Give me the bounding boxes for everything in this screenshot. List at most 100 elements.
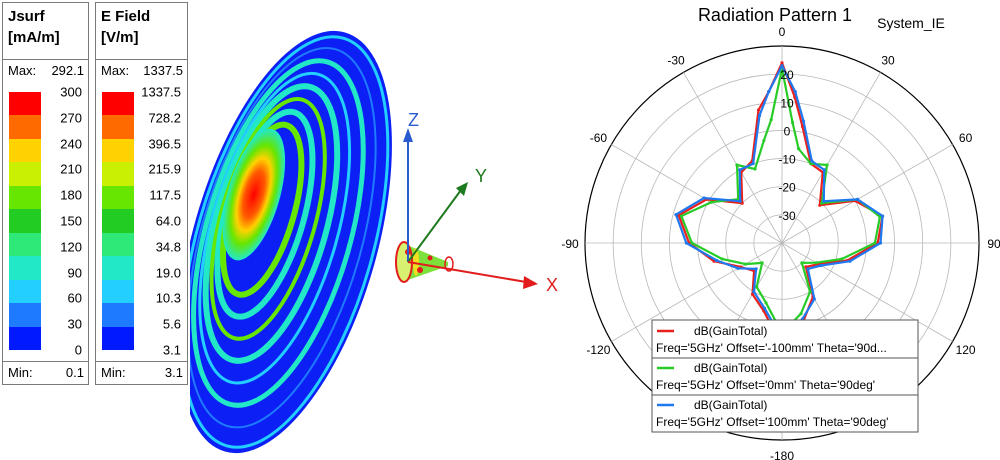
pattern-point	[873, 241, 877, 245]
polar-angle-label: -180	[770, 449, 794, 460]
pattern-point	[848, 259, 852, 263]
pattern-point	[738, 199, 742, 203]
feed-horn	[395, 241, 454, 283]
current-ring	[202, 83, 341, 364]
current-ring	[198, 71, 352, 385]
polar-angle-label: 120	[956, 343, 976, 357]
pattern-point	[810, 159, 814, 163]
color-swatch	[9, 303, 41, 327]
legend-series-name: dB(GainTotal)	[694, 398, 767, 412]
x-axis	[407, 261, 527, 283]
chart-legend: dB(GainTotal) Freq='5GHz' Offset='-100mm'…	[651, 319, 919, 433]
pattern-point	[800, 124, 805, 129]
polar-radial-label: -10	[778, 153, 796, 167]
scale-tick-label: 150	[60, 213, 82, 229]
polar-grid-spoke	[781, 144, 953, 244]
scale-tick-label: 34.8	[155, 239, 181, 255]
polar-angle-label: 0	[779, 25, 786, 39]
pattern-point	[755, 285, 759, 289]
polar-angle-label: 90	[987, 237, 1000, 251]
pattern-point	[753, 167, 757, 171]
pattern-point	[793, 90, 797, 94]
jsurf-title-line2: [mA/m]	[8, 29, 60, 46]
pattern-point	[780, 61, 784, 65]
pattern-point	[690, 241, 694, 245]
pattern-point	[735, 163, 739, 167]
efield-legend: E Field [V/m] Max: 1337.5 1337.5 728.2 396…	[95, 2, 188, 385]
efield-title-line2: [V/m]	[101, 29, 139, 46]
efield-title-line1: E Field	[101, 8, 151, 25]
scale-tick-label: 19.0	[155, 265, 181, 281]
pattern-point	[702, 196, 706, 200]
scale-tick-label: 3.1	[162, 342, 181, 358]
scale-tick-label: 396.5	[148, 136, 181, 152]
legend-series-label: Freq='5GHz' Offset='100mm' Theta='90deg'	[656, 415, 888, 429]
scale-tick-label: 60	[67, 290, 82, 306]
pattern-point	[709, 200, 713, 204]
polar-radial-label: -30	[778, 209, 796, 223]
polar-angle-label: 30	[881, 53, 895, 67]
scale-tick-label: 30	[67, 316, 82, 332]
efield-legend-title: E Field [V/m]	[96, 3, 187, 48]
chart-title: Radiation Pattern 1	[698, 5, 852, 25]
color-swatch	[9, 232, 41, 257]
color-swatch	[9, 326, 41, 350]
scale-tick-label: 210	[60, 161, 82, 177]
field-3d-view[interactable]: Z Y X	[190, 0, 580, 460]
pattern-point	[743, 262, 748, 266]
pattern-point	[720, 257, 724, 261]
pattern-point	[764, 301, 768, 305]
pattern-point	[797, 147, 801, 151]
legend-series-label: Freq='5GHz' Offset='-100mm' Theta='90d..…	[656, 341, 887, 355]
polar-radial-label: -20	[778, 181, 796, 195]
polar-angle-label: -90	[561, 237, 579, 251]
color-swatch	[102, 326, 134, 350]
scale-tick-label: 120	[60, 239, 82, 255]
legend-box	[651, 319, 919, 433]
pattern-point	[790, 120, 795, 125]
pattern-point	[762, 306, 767, 310]
jsurf-title-line1: Jsurf	[8, 8, 45, 25]
polar-angle-label: -60	[590, 131, 608, 145]
radiation-pattern-chart[interactable]: Radiation Pattern 1 System_IE 0 -30 -60 -90…	[560, 0, 1000, 460]
polar-radial-label: 20	[780, 68, 794, 82]
pattern-point	[754, 267, 758, 271]
pattern-point	[819, 263, 823, 268]
jsurf-legend: Jsurf [mA/m] Max: 292.1 300 270 240 210 180 1…	[2, 2, 89, 385]
efield-max-label: Max:	[101, 63, 130, 78]
jsurf-max-row: Max: 292.1	[3, 59, 88, 82]
pattern-point	[715, 258, 719, 263]
pattern-point	[820, 201, 824, 205]
jsurf-color-scale	[9, 92, 41, 350]
color-swatch	[9, 279, 41, 304]
pattern-point	[818, 203, 822, 207]
polar-grid-spoke	[781, 72, 881, 244]
scale-tick-label: 5.6	[162, 316, 181, 332]
efield-scale-labels: 1337.5 728.2 396.5 215.9 117.5 64.0 34.8 19.0 10…	[133, 85, 181, 358]
polar-angle-label: -30	[667, 53, 685, 67]
reflector-dish	[190, 30, 392, 454]
pattern-point	[760, 261, 764, 265]
color-swatch	[102, 232, 134, 257]
color-swatch	[102, 115, 134, 139]
pattern-point	[740, 201, 744, 205]
pattern-point	[780, 64, 784, 68]
jsurf-min-label: Min:	[8, 365, 33, 380]
scale-tick-label: 117.5	[149, 187, 181, 203]
pattern-point	[814, 261, 818, 265]
polar-angle-label: -120	[586, 343, 610, 357]
pattern-point	[799, 312, 803, 316]
y-axis-label: Y	[475, 166, 487, 186]
color-swatch	[102, 185, 134, 210]
polar-grid-spoke	[611, 242, 783, 342]
color-swatch	[102, 303, 134, 327]
color-swatch	[9, 185, 41, 210]
pattern-point	[822, 199, 826, 203]
scale-tick-label: 0	[74, 342, 82, 358]
pattern-point	[809, 162, 813, 166]
pattern-point	[880, 214, 885, 218]
polar-radial-label: 10	[780, 96, 794, 110]
scale-tick-label: 270	[60, 110, 82, 126]
current-hotspot	[222, 128, 286, 261]
pattern-point	[752, 290, 756, 294]
